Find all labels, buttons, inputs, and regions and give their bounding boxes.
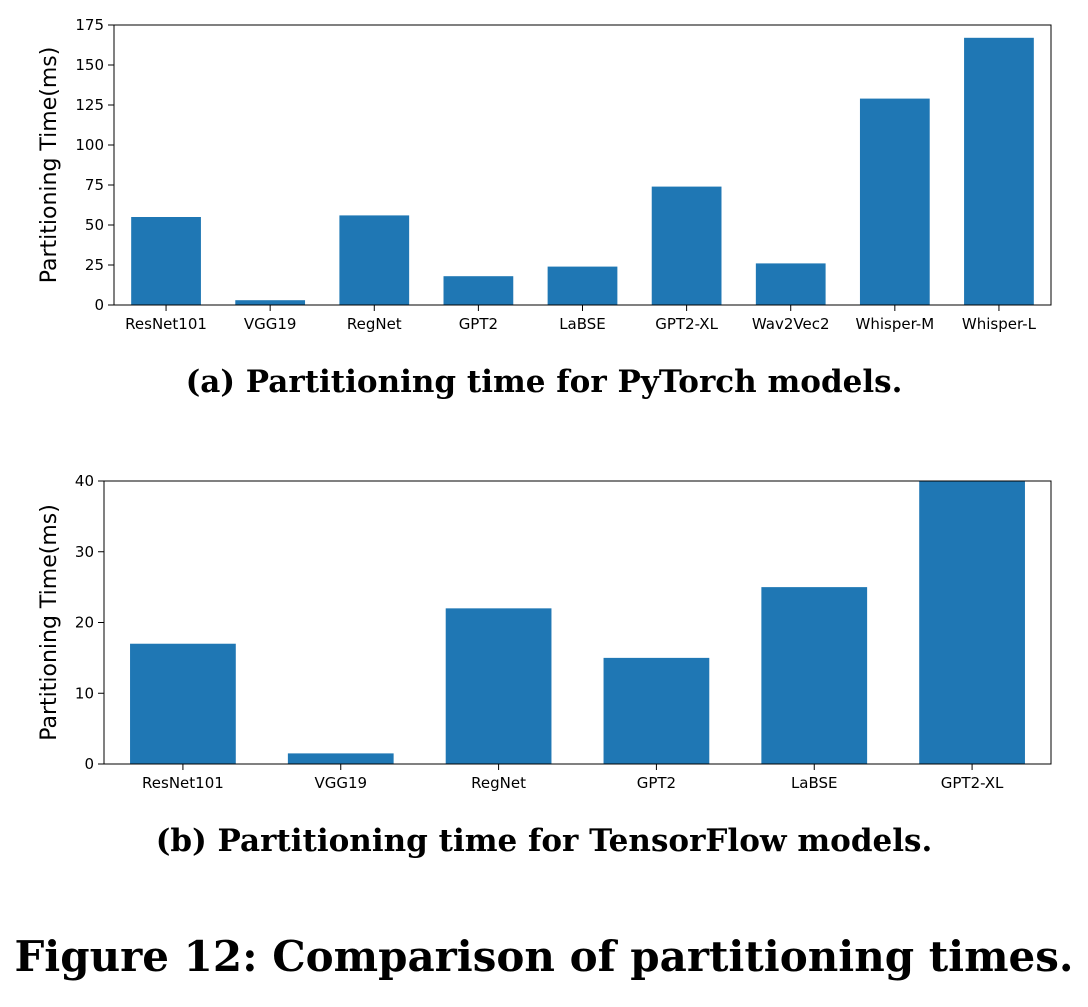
bar [443,276,514,305]
x-tick-label: GPT2 [459,315,498,333]
figure-caption: Figure 12: Comparison of partitioning ti… [14,932,1074,981]
bar [339,215,410,305]
y-tick-label: 40 [75,472,94,490]
y-tick-label: 0 [94,296,104,314]
x-tick-label: Wav2Vec2 [752,315,830,333]
y-tick-label: 25 [85,256,104,274]
y-axis-label: Partitioning Time(ms) [37,504,62,741]
subfigure-b-caption: (b) Partitioning time for TensorFlow mod… [155,823,933,859]
y-tick-label: 30 [75,543,94,561]
bar [235,300,306,305]
tensorflow-partitioning-chart: 0 10 20 30 40 ResNet101 VGG19 RegNet GPT2 LaBSE GP… [37,472,1052,792]
x-tick-label: ResNet101 [125,315,207,333]
y-tick-label: 10 [75,684,94,702]
x-tick-label: LaBSE [791,774,838,792]
pytorch-partitioning-chart: 0 25 50 75 100 125 150 175 ResNet101 VGG19 RegNet G… [37,16,1052,333]
x-tick-label: VGG19 [314,774,367,792]
x-tick-label: GPT2 [637,774,676,792]
y-tick-label: 175 [75,16,104,34]
y-tick-label: 50 [85,216,104,234]
x-tick-label: GPT2-XL [941,774,1004,792]
bar [603,657,710,764]
x-tick-label: RegNet [347,315,402,333]
plot-frame [103,480,1052,765]
y-tick-label: 75 [85,176,104,194]
bar [919,481,1025,764]
subfigure-a-caption: (a) Partitioning time for PyTorch models… [185,364,903,400]
x-tick-label: ResNet101 [142,774,224,792]
y-tick-label: 150 [75,56,104,74]
bar [859,98,930,305]
x-tick-label: Whisper-M [856,315,935,333]
x-tick-label: VGG19 [244,315,297,333]
bar [287,753,394,764]
x-tick-label: GPT2-XL [655,315,718,333]
bar [651,186,722,305]
bar [755,263,826,305]
bar [964,37,1034,306]
bar [131,217,201,305]
bar [445,608,552,764]
y-tick-label: 20 [75,614,94,632]
y-tick-label: 100 [75,136,104,154]
x-tick-label: RegNet [471,774,526,792]
y-tick-label: 125 [75,96,104,114]
bar [547,266,618,305]
x-tick-label: LaBSE [559,315,606,333]
bar [130,643,236,764]
bar [761,587,868,764]
y-axis-label: Partitioning Time(ms) [37,47,62,284]
x-tick-label: Whisper-L [962,315,1037,333]
y-tick-label: 0 [84,755,94,773]
